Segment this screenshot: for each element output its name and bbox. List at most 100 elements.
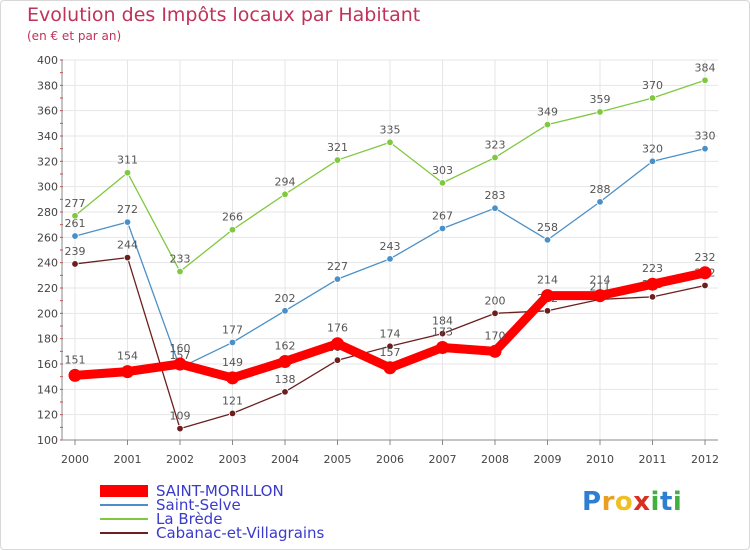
data-point (386, 342, 394, 350)
data-point (438, 179, 447, 187)
data-point (173, 357, 187, 371)
y-tick-label: 400 (37, 54, 58, 67)
data-label: 277 (65, 197, 86, 210)
y-tick-label: 160 (37, 358, 58, 371)
data-label: 202 (275, 292, 296, 305)
data-label: 174 (380, 327, 401, 340)
data-point (121, 365, 134, 379)
data-label: 288 (590, 183, 611, 196)
data-label: 157 (380, 346, 401, 359)
data-label: 239 (65, 245, 86, 258)
data-label: 214 (537, 274, 558, 287)
data-point (68, 368, 82, 382)
data-point (491, 204, 499, 212)
data-point (701, 76, 709, 84)
data-point (383, 361, 397, 375)
x-tick-label: 2010 (586, 453, 614, 466)
data-label: 349 (537, 106, 558, 119)
data-point (281, 190, 289, 198)
data-label: 258 (537, 221, 558, 234)
chart-title: Evolution des Impôts locaux par Habitant (27, 4, 421, 26)
data-label: 138 (275, 373, 296, 386)
y-tick-label: 360 (37, 105, 58, 118)
legend-swatch-la-brede (100, 518, 148, 520)
data-label: 176 (327, 322, 348, 335)
data-point (436, 341, 449, 355)
y-tick-label: 240 (37, 257, 58, 270)
data-label: 170 (485, 329, 506, 342)
data-point (123, 218, 132, 226)
legend-swatch-saint-selve (100, 504, 148, 506)
data-point (333, 156, 342, 164)
data-point (386, 138, 394, 147)
data-point (438, 224, 447, 233)
data-label: 267 (432, 209, 453, 222)
x-tick-label: 2011 (639, 453, 667, 466)
x-tick-label: 2006 (376, 453, 404, 466)
x-tick-label: 2003 (219, 453, 247, 466)
y-tick-label: 180 (37, 333, 58, 346)
logo-letter: i (672, 487, 683, 517)
y-tick-label: 260 (37, 231, 58, 244)
data-label: 227 (327, 260, 348, 273)
proxiti-logo: Proxiti (582, 487, 682, 517)
data-point (543, 307, 552, 315)
data-point (71, 232, 79, 240)
data-point (491, 309, 499, 318)
data-point (333, 356, 342, 364)
x-tick-label: 2002 (166, 453, 194, 466)
data-point (698, 266, 712, 280)
x-tick-label: 2009 (534, 453, 562, 466)
data-label: 233 (170, 253, 191, 266)
data-label: 160 (170, 342, 191, 355)
data-label: 320 (642, 142, 663, 155)
x-tick-label: 2000 (61, 453, 89, 466)
data-point (228, 338, 237, 347)
y-tick-label: 120 (37, 409, 58, 422)
x-tick-label: 2005 (324, 453, 352, 466)
data-label: 184 (432, 315, 453, 328)
data-label: 266 (222, 211, 243, 224)
data-label: 294 (275, 175, 296, 188)
y-tick-label: 220 (37, 282, 58, 295)
data-point (123, 253, 132, 262)
data-label: 359 (590, 93, 611, 106)
data-label: 154 (117, 350, 138, 363)
logo-letter: i (650, 487, 660, 517)
data-label: 261 (65, 217, 86, 230)
data-point (491, 153, 499, 162)
y-tick-label: 380 (37, 79, 58, 92)
data-label: 303 (432, 164, 453, 177)
data-point (648, 293, 657, 301)
data-label: 272 (117, 203, 138, 216)
data-point (541, 289, 554, 303)
data-point (228, 226, 237, 234)
data-label: 223 (642, 262, 663, 275)
data-point (71, 212, 79, 220)
data-point (701, 144, 709, 153)
data-label: 243 (380, 240, 401, 253)
legend-label-cabanac: Cabanac-et-Villagrains (156, 524, 325, 542)
data-label: 177 (222, 323, 243, 336)
data-point (278, 354, 292, 368)
data-point (596, 198, 604, 206)
data-label: 384 (695, 61, 716, 74)
data-label: 149 (222, 356, 243, 369)
data-point (648, 157, 657, 166)
data-point (333, 275, 342, 283)
y-tick-label: 340 (37, 130, 58, 143)
y-tick-label: 280 (37, 206, 58, 219)
x-tick-label: 2001 (114, 453, 142, 466)
data-label: 214 (590, 274, 611, 287)
y-tick-label: 140 (37, 383, 58, 396)
logo-letter: x (633, 487, 651, 517)
data-point (488, 344, 502, 358)
y-tick-label: 200 (37, 307, 58, 320)
data-label: 173 (432, 326, 453, 339)
data-label: 321 (327, 141, 348, 154)
x-tick-label: 2004 (271, 453, 299, 466)
data-label: 311 (117, 154, 138, 167)
data-point (176, 424, 184, 433)
y-tick-label: 100 (37, 434, 58, 447)
x-tick-label: 2007 (429, 453, 457, 466)
